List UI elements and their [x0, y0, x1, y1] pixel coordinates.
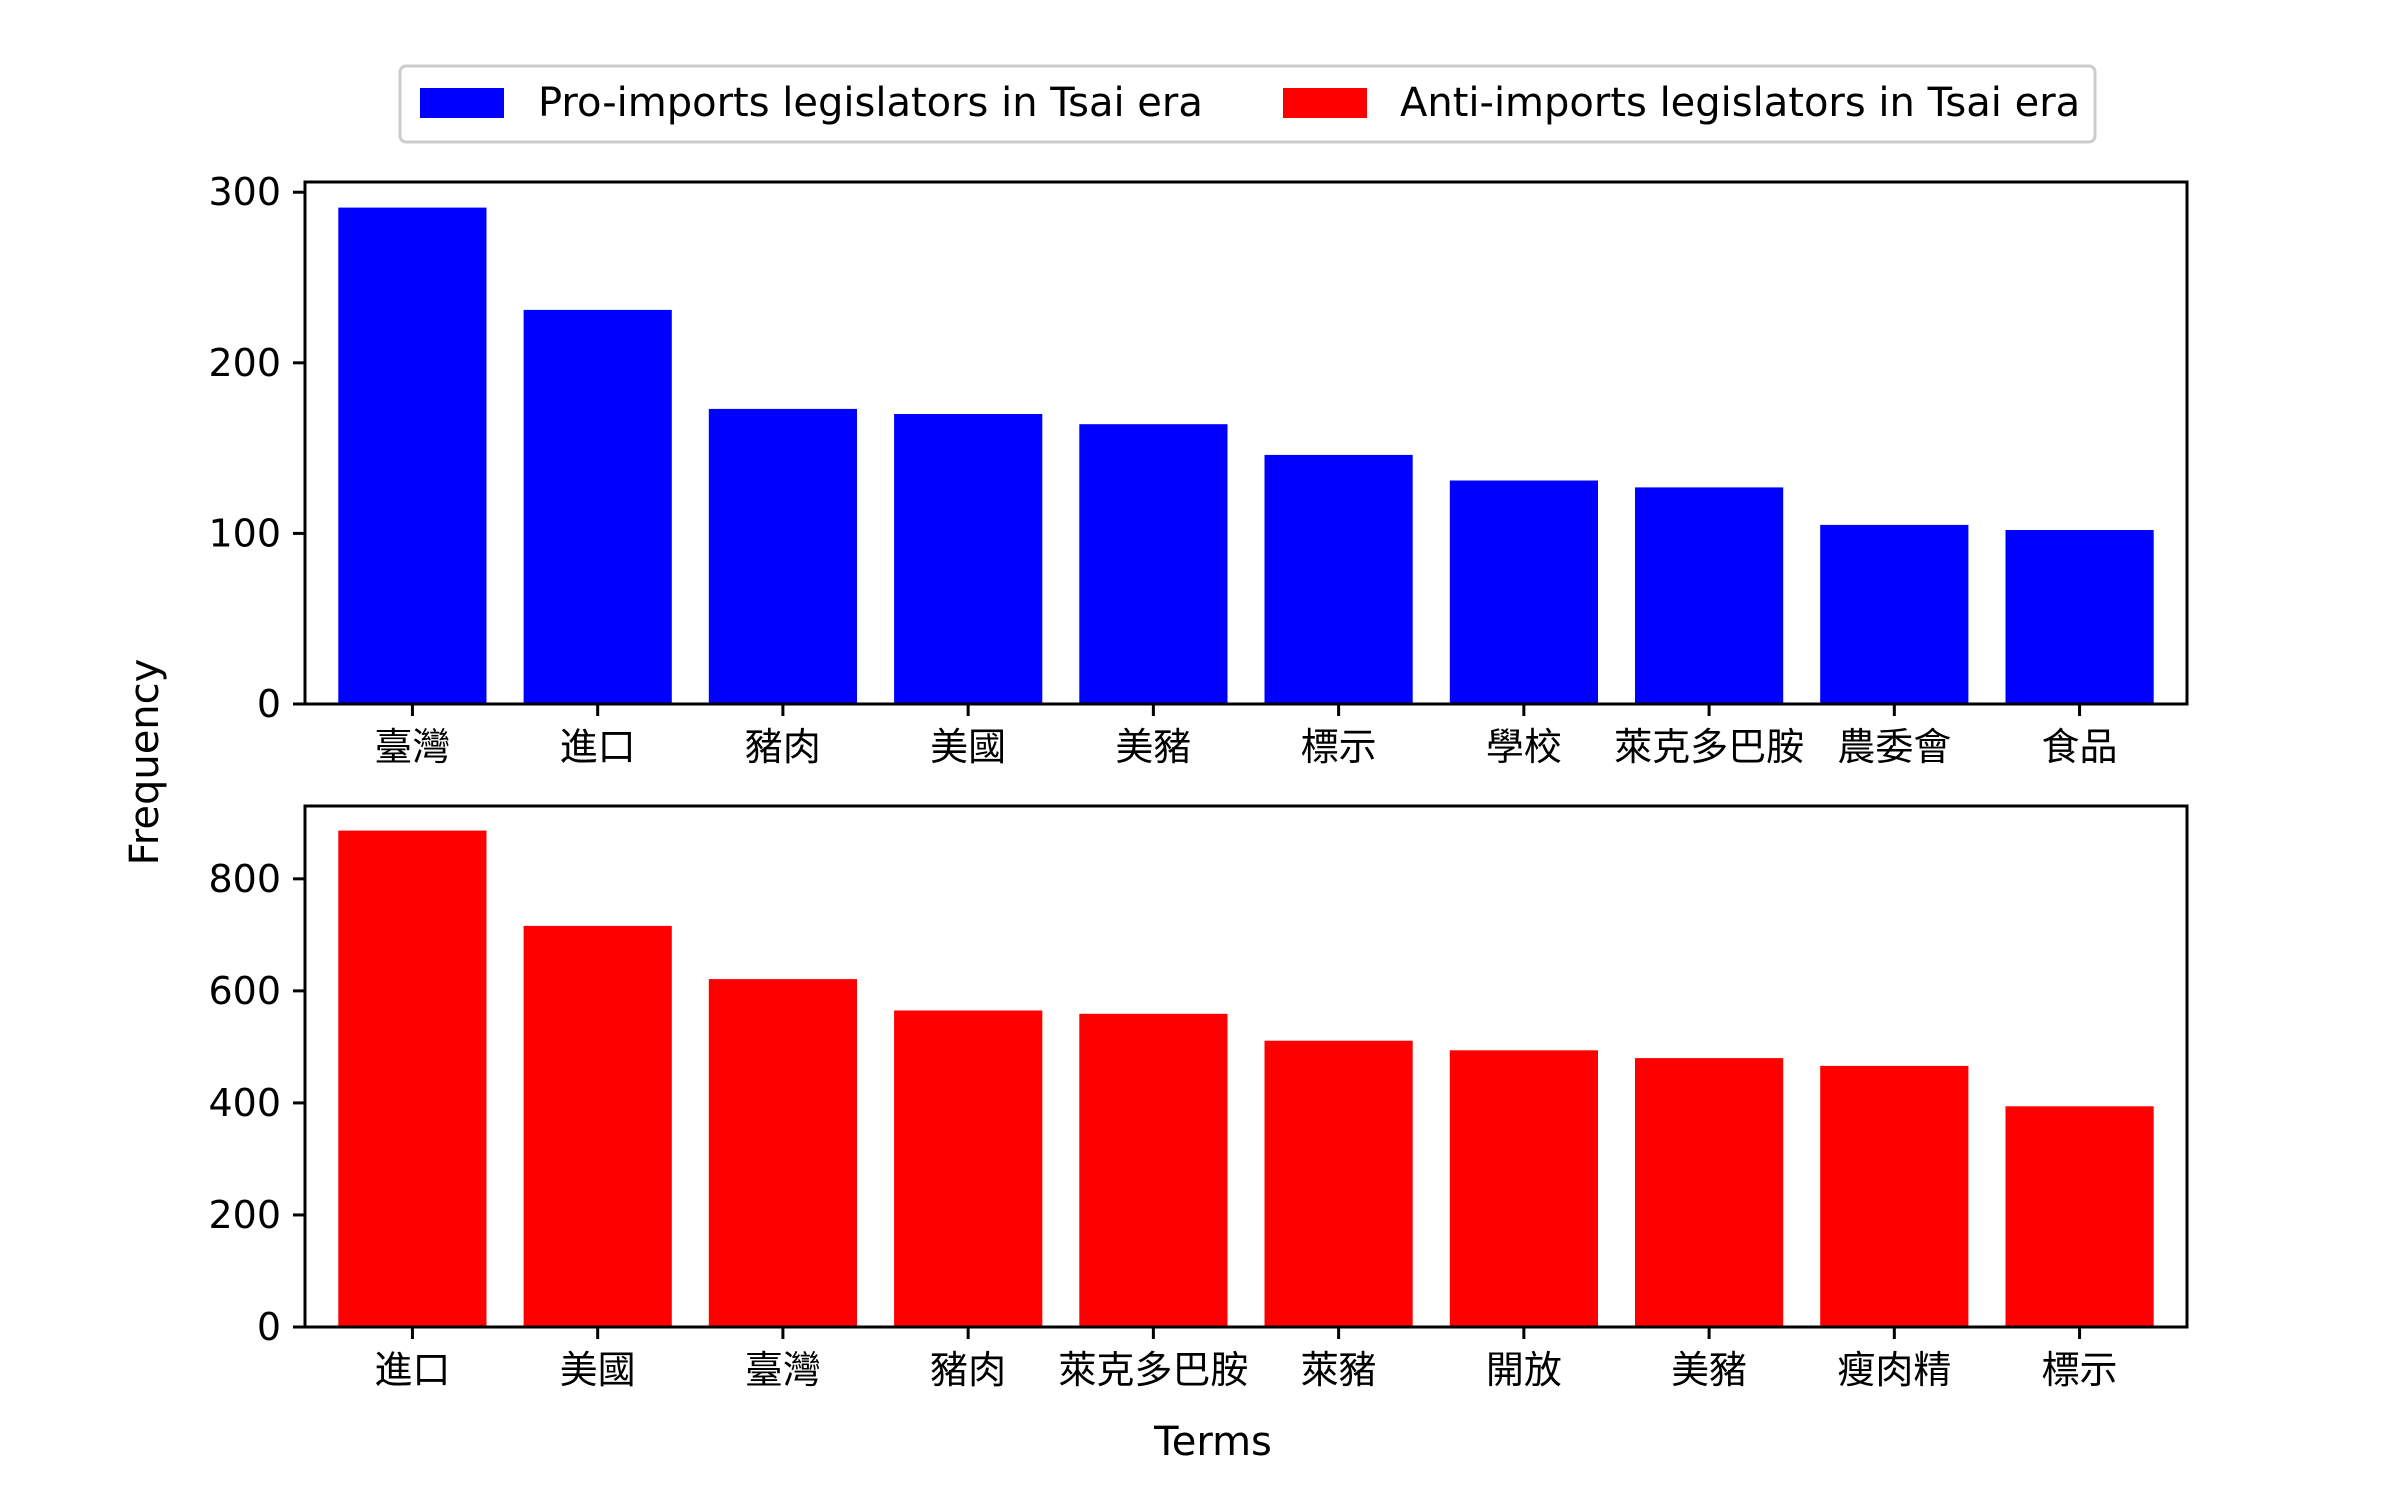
bar-anti-7	[1449, 1050, 1598, 1327]
x-tick-label: 美國	[930, 725, 1006, 769]
plot-frame	[303, 804, 2189, 1329]
x-tick-label: 美國	[560, 1348, 636, 1392]
y-tick-label: 800	[208, 857, 281, 901]
legend: Pro-imports legislators in Tsai era Anti…	[398, 64, 2097, 144]
y-tick-label: 100	[208, 511, 281, 555]
x-tick-label: 萊豬	[1301, 1348, 1377, 1392]
x-tick-label: 豬肉	[745, 725, 821, 769]
x-tick-label: 美豬	[1671, 1348, 1747, 1392]
x-tick-label: 豬肉	[930, 1348, 1006, 1392]
bar-anti-1	[338, 830, 487, 1327]
bar-pro-2	[523, 309, 672, 704]
bar-anti-8	[1635, 1058, 1784, 1327]
y-tick-label: 300	[208, 170, 281, 214]
x-tick-label: 進口	[374, 1348, 450, 1392]
bar-anti-3	[708, 979, 857, 1327]
y-tick-label: 600	[208, 969, 281, 1013]
bar-anti-9	[1820, 1065, 1969, 1327]
x-tick-label: 萊克多巴胺	[1058, 1348, 1248, 1392]
x-tick-label: 萊克多巴胺	[1614, 725, 1804, 769]
y-tick-label: 400	[208, 1081, 281, 1125]
x-tick-label: 臺灣	[374, 725, 450, 769]
legend-frame	[398, 64, 2097, 144]
x-tick-label: 臺灣	[745, 1348, 821, 1392]
bar-pro-6	[1264, 454, 1413, 704]
chart-panel-pro-imports: 0 100 200 300 臺灣 進口 豬肉 美國 美豬 標示 學校 萊克多巴胺 農委會 食品	[208, 170, 2189, 769]
x-tick-label: 開放	[1486, 1348, 1562, 1392]
bar-pro-1	[338, 207, 487, 704]
bar-pro-3	[708, 408, 857, 704]
bar-anti-4	[894, 1010, 1043, 1327]
bar-pro-8	[1635, 487, 1784, 704]
bar-pro-7	[1449, 480, 1598, 704]
x-tick-label: 標示	[2042, 1348, 2118, 1392]
y-tick-label: 200	[208, 1193, 281, 1237]
legend-swatch-pro	[420, 88, 504, 118]
chart-panel-anti-imports: 0 200 400 600 800 進口 美國 臺灣 豬肉 萊克多巴胺 萊豬 開放 美豬 瘦肉精 標示	[208, 804, 2189, 1392]
bar-anti-5	[1079, 1013, 1228, 1327]
bar-anti-6	[1264, 1040, 1413, 1327]
y-axis-label: Frequency	[122, 659, 168, 866]
bar-anti-2	[523, 925, 672, 1327]
legend-swatch-anti	[1283, 88, 1367, 118]
x-tick-label: 學校	[1486, 725, 1562, 769]
y-tick-label: 200	[208, 341, 281, 385]
x-tick-label: 農委會	[1837, 725, 1951, 769]
bar-anti-10	[2005, 1106, 2154, 1327]
x-tick-label: 標示	[1301, 725, 1377, 769]
y-tick-label: 0	[257, 682, 281, 726]
legend-label-anti: Anti-imports legislators in Tsai era	[1400, 80, 2080, 126]
bar-pro-9	[1820, 524, 1969, 704]
x-tick-label: 食品	[2042, 725, 2118, 769]
x-tick-label: 美豬	[1115, 725, 1191, 769]
plot-frame	[303, 180, 2189, 706]
x-axis-label: Terms	[1153, 1419, 1272, 1465]
y-tick-label: 0	[257, 1305, 281, 1349]
bar-pro-4	[894, 414, 1043, 704]
bar-pro-5	[1079, 424, 1228, 704]
x-tick-label: 瘦肉精	[1837, 1348, 1951, 1392]
x-tick-label: 進口	[560, 725, 636, 769]
bar-pro-10	[2005, 530, 2154, 704]
legend-label-pro: Pro-imports legislators in Tsai era	[538, 80, 1203, 126]
